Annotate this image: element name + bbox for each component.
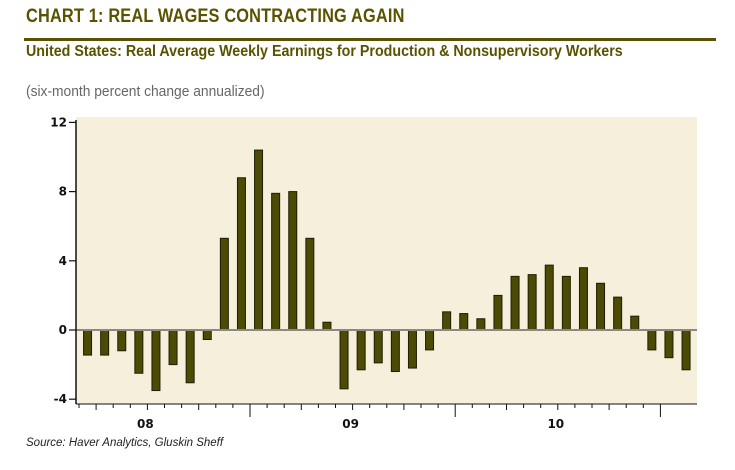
bar-2008-10 xyxy=(202,329,212,341)
chart-units: (six-month percent change annualized) xyxy=(26,83,265,100)
bar-2010-12 xyxy=(647,329,657,351)
bar-2009-01 xyxy=(254,149,264,331)
bar-2010-03 xyxy=(493,294,503,331)
bar-2009-07 xyxy=(356,329,366,371)
bar-2010-11 xyxy=(630,315,640,331)
bar-2008-06 xyxy=(134,329,144,374)
bar-2010-05 xyxy=(527,274,537,331)
bar-2010-07 xyxy=(561,275,571,331)
bar-2008-12 xyxy=(236,177,246,331)
bar-2008-11 xyxy=(219,237,229,331)
y-tick-label: 0 xyxy=(59,323,67,337)
bar-2009-12 xyxy=(442,311,452,331)
bar-2009-04 xyxy=(305,237,315,331)
bar-2010-02 xyxy=(476,318,486,331)
y-tick-label: -4 xyxy=(54,392,67,406)
source-note: Source: Haver Analytics, Gluskin Sheff xyxy=(26,437,224,449)
bar-2009-09 xyxy=(390,329,400,373)
bar-2010-01 xyxy=(459,313,469,331)
bar-2009-10 xyxy=(407,329,417,369)
bar-2011-01 xyxy=(664,329,674,359)
x-ticks: 08 09 10 xyxy=(78,404,661,431)
bar-2009-08 xyxy=(373,329,383,364)
y-tick-label: 4 xyxy=(59,254,67,268)
x-tick-label: 10 xyxy=(547,417,564,431)
plot-area xyxy=(76,117,697,404)
y-tick-label: 12 xyxy=(50,115,67,129)
y-tick-label: 8 xyxy=(59,185,67,199)
bar-2010-08 xyxy=(578,267,588,331)
bar-2010-10 xyxy=(613,296,623,331)
bar-2011-02 xyxy=(681,329,691,371)
bar-2010-04 xyxy=(510,275,520,331)
x-tick-label: 09 xyxy=(342,417,359,431)
bar-2008-04 xyxy=(100,329,110,356)
bar-2010-06 xyxy=(544,264,554,331)
bar-2008-09 xyxy=(185,329,195,384)
bar-2008-07 xyxy=(151,329,161,392)
x-tick-label: 08 xyxy=(137,417,154,431)
bar-2009-02 xyxy=(271,192,281,331)
title-divider xyxy=(24,38,716,41)
bar-2008-08 xyxy=(168,329,178,366)
bar-2009-11 xyxy=(425,329,435,351)
chart-title: CHART 1: REAL WAGES CONTRACTING AGAIN xyxy=(26,6,405,27)
y-ticks: -4 0 4 8 12 xyxy=(50,115,76,406)
bar-2009-03 xyxy=(288,191,298,331)
bar-2009-05 xyxy=(322,321,332,331)
bars-group xyxy=(83,149,691,392)
bar-2009-06 xyxy=(339,329,349,390)
bar-2010-09 xyxy=(596,282,606,331)
bar-2008-05 xyxy=(117,329,127,352)
chart-subtitle: United States: Real Average Weekly Earni… xyxy=(26,43,623,60)
bar-2008-03 xyxy=(83,329,93,356)
